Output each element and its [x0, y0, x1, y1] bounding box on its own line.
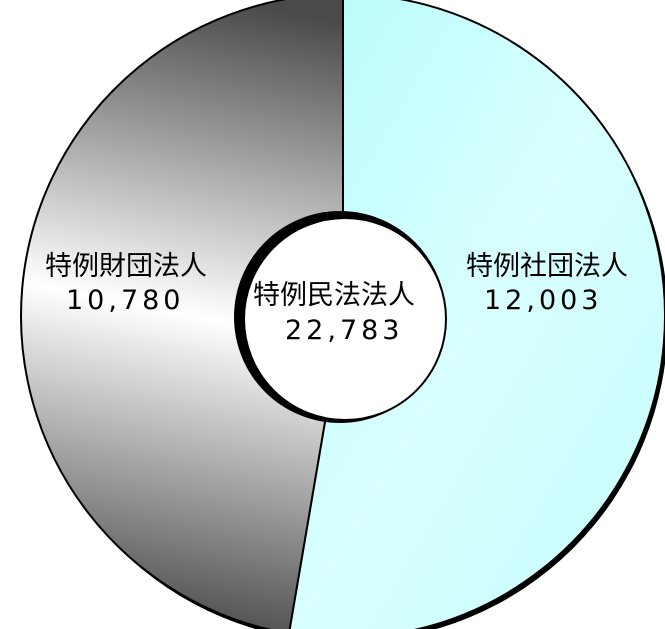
center-label: 特例民法法人 [253, 280, 415, 311]
center-value: 22,783 [285, 315, 403, 346]
slice-tokurei-zaidan [20, 0, 344, 629]
label-tokurei-zaidan-value: 10,780 [66, 285, 184, 316]
center-hole [243, 217, 447, 421]
label-tokurei-shadan-value: 12,003 [484, 285, 602, 316]
label-tokurei-zaidan-name: 特例財団法人 [45, 251, 207, 282]
slice-tokurei-shadan [288, 0, 665, 629]
label-tokurei-shadan-name: 特例社団法人 [466, 251, 628, 282]
